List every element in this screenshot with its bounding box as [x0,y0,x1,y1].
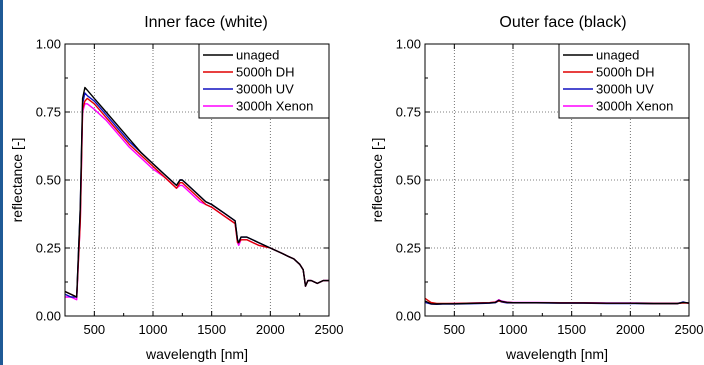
x-tick-label: 2500 [315,322,344,337]
series-group [65,86,329,301]
series-line-1 [65,86,329,298]
y-tick-label: 0.00 [36,309,61,324]
chart-panel-2: Outer face (black) 500 1000 1500 2000 2500 0.0… [369,14,703,362]
y-tick-label: 0.25 [396,241,421,256]
y-axis-label: reflectance [-] [369,138,385,223]
legend-label-3: 3000h UV [236,82,294,97]
x-axis-label: wavelength [nm] [145,346,248,362]
legend-label-2: 5000h DH [596,65,655,80]
series-group [425,297,689,305]
x-axis-label: wavelength [nm] [505,346,608,362]
y-tick-label: 0.50 [36,173,61,188]
x-tick-label: 1500 [197,322,226,337]
legend-label-4: 3000h Xenon [236,99,313,114]
x-tick-label: 2000 [256,322,285,337]
legend-label-4: 3000h Xenon [596,99,673,114]
series-line-4 [65,103,329,301]
legend-label-2: 5000h DH [236,65,295,80]
y-tick-label: 1.00 [396,37,421,52]
y-tick-label: 1.00 [36,37,61,52]
x-tick-label: 500 [83,322,105,337]
y-axis-label: reflectance [-] [9,138,25,223]
chart-title: Inner face (white) [144,14,268,31]
x-tick-label: 500 [443,322,465,337]
x-tick-label: 2000 [616,322,645,337]
series-line-3 [65,92,329,298]
legend-label-1: unaged [236,48,279,63]
y-tick-label: 0.75 [36,105,61,120]
y-tick-label: 0.00 [396,309,421,324]
chart-panel-1: Inner face (white) 500 1000 1500 2000 2500 0.0… [9,14,343,362]
legend-label-1: unaged [596,48,639,63]
left-edge-bar [0,0,3,365]
legend: unaged 5000h DH 3000h UV 3000h Xenon [558,43,690,119]
y-tick-label: 0.25 [36,241,61,256]
legend: unaged 5000h DH 3000h UV 3000h Xenon [198,43,330,119]
x-tick-label: 1500 [557,322,586,337]
x-tick-label: 1000 [139,322,168,337]
x-tick-label: 1000 [499,322,528,337]
y-tick-label: 0.75 [396,105,421,120]
legend-label-3: 3000h UV [596,82,654,97]
y-tick-label: 0.50 [396,173,421,188]
x-tick-label: 2500 [675,322,704,337]
chart-title: Outer face (black) [499,14,626,31]
series-line-2 [65,97,329,298]
series-line-1 [425,299,689,305]
